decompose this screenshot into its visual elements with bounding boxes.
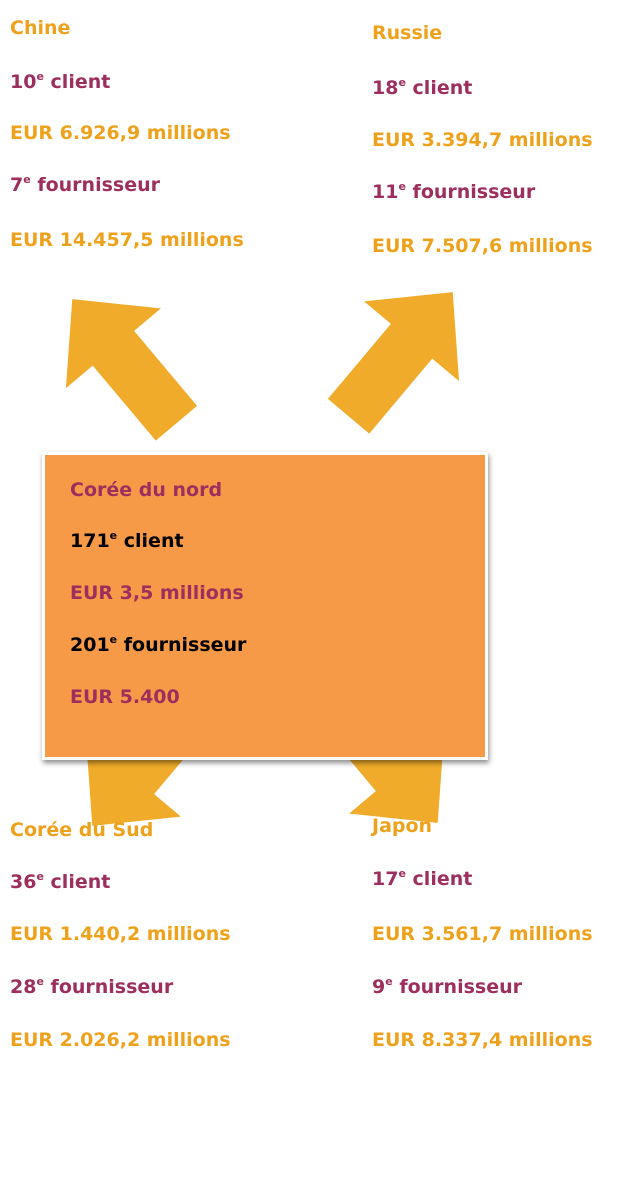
client-value: EUR 6.926,9 millions	[10, 122, 231, 144]
supplier-value: EUR 14.457,5 millions	[10, 229, 244, 251]
client-value: EUR 3.394,7 millions	[372, 129, 593, 151]
rank-label: fournisseur	[412, 181, 536, 203]
rank: 28	[10, 976, 37, 998]
rank: 11	[372, 181, 399, 203]
rank: 7	[10, 174, 24, 196]
country-name: Japon	[372, 815, 433, 837]
supplier-value: EUR 7.507,6 millions	[372, 235, 593, 257]
supplier-rank: 201e fournisseur	[70, 633, 246, 657]
rank: 171	[70, 530, 110, 552]
client-value: EUR 1.440,2 millions	[10, 923, 231, 945]
rank-label: fournisseur	[50, 976, 174, 998]
rank-suffix: e	[23, 173, 31, 186]
center-box	[42, 452, 488, 760]
client-value: EUR 3,5 millions	[70, 582, 244, 604]
client-rank: 36e client	[10, 870, 110, 894]
country-name: Russie	[372, 22, 443, 44]
supplier-value: EUR 2.026,2 millions	[10, 1029, 231, 1051]
rank: 18	[372, 77, 399, 99]
supplier-value: EUR 5.400	[70, 686, 180, 708]
country-name: Corée du Sud	[10, 819, 154, 841]
client-rank: 17e client	[372, 867, 472, 891]
country-name: Chine	[10, 17, 71, 39]
rank-suffix: e	[36, 70, 44, 83]
rank-suffix: e	[36, 975, 44, 988]
rank-suffix: e	[398, 76, 406, 89]
rank-label: client	[412, 868, 473, 890]
rank-suffix: e	[398, 867, 406, 880]
supplier-value: EUR 8.337,4 millions	[372, 1029, 593, 1051]
rank: 9	[372, 976, 386, 998]
client-value: EUR 3.561,7 millions	[372, 923, 593, 945]
arrow	[24, 259, 224, 464]
supplier-rank: 11e fournisseur	[372, 180, 535, 204]
client-rank: 10e client	[10, 70, 110, 94]
rank-label: fournisseur	[399, 976, 522, 998]
rank-label: client	[50, 71, 111, 93]
rank-suffix: e	[109, 529, 118, 542]
rank-suffix: e	[36, 870, 44, 883]
rank-label: client	[123, 530, 184, 552]
country-name: Corée du nord	[70, 479, 223, 501]
rank-suffix: e	[398, 180, 406, 193]
rank-label: fournisseur	[123, 634, 247, 656]
rank-label: client	[412, 77, 473, 99]
rank-label: client	[50, 871, 111, 893]
arrow	[301, 252, 501, 457]
client-rank: 18e client	[372, 76, 472, 100]
rank-label: fournisseur	[37, 174, 160, 196]
rank-suffix: e	[109, 633, 118, 646]
client-rank: 171e client	[70, 529, 184, 553]
rank: 10	[10, 71, 37, 93]
supplier-rank: 28e fournisseur	[10, 975, 173, 999]
rank: 17	[372, 868, 399, 890]
rank-suffix: e	[385, 975, 393, 988]
rank: 201	[70, 634, 110, 656]
supplier-rank: 9e fournisseur	[372, 975, 522, 999]
supplier-rank: 7e fournisseur	[10, 173, 160, 197]
rank: 36	[10, 871, 37, 893]
